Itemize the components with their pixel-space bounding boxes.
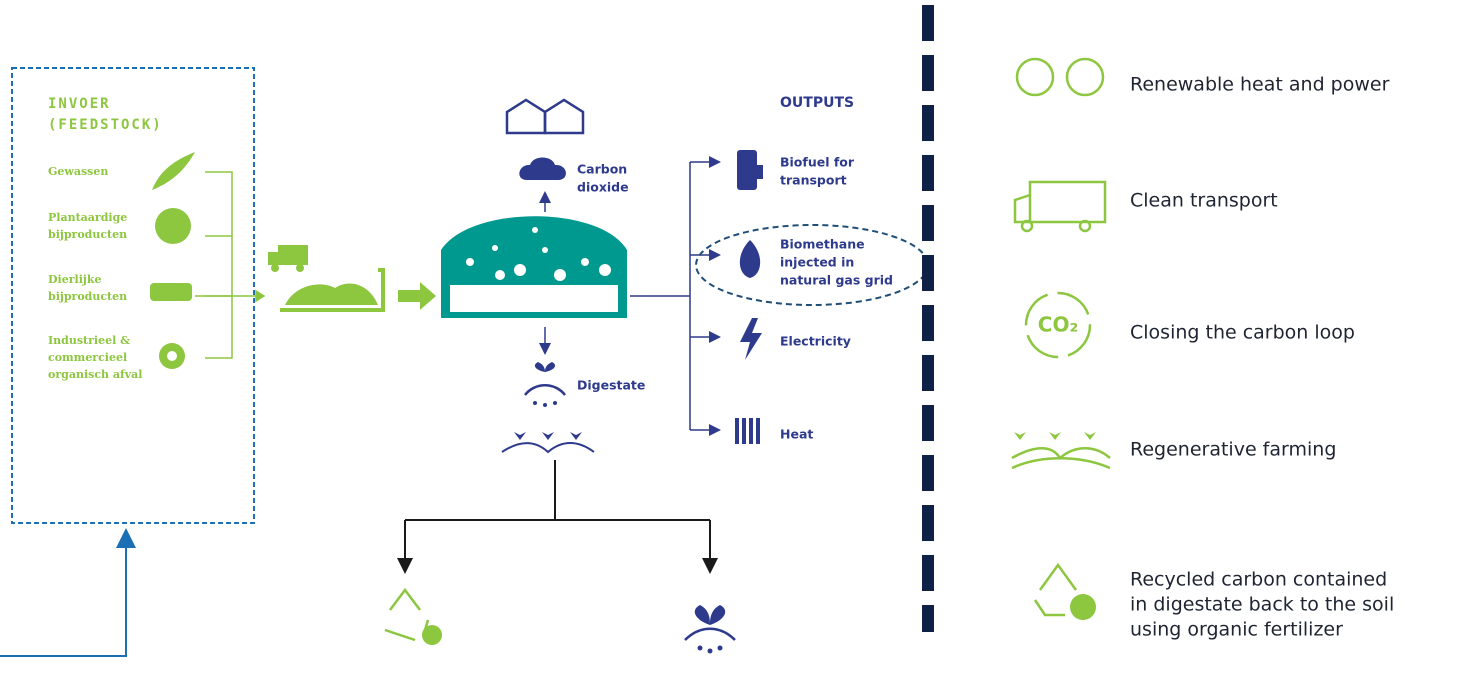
feedstock-item: Industrieel &: [48, 334, 130, 347]
feedstock-item: Gewassen: [48, 165, 108, 178]
digester: [441, 216, 627, 318]
benefit-label: Renewable heat and power: [1130, 74, 1390, 96]
benefit-icons: [1012, 59, 1110, 615]
co2-cloud: [519, 158, 566, 181]
feedstock-title: (FEEDSTOCK): [48, 117, 163, 133]
benefit-label: in digestate back to the soil: [1130, 594, 1394, 616]
feedstock-icons: [150, 152, 195, 369]
feedstock-items: Gewassen Plantaardige bijproducten Dierlijk…: [48, 165, 142, 381]
svg-text:CO₂: CO₂: [1038, 313, 1078, 337]
outputs-title: OUTPUTS: [780, 95, 854, 111]
output-item: Heat: [780, 427, 813, 442]
digestate-icon: [502, 362, 594, 452]
benefit-label: Recycled carbon contained: [1130, 569, 1387, 591]
greenhouse-icon: [507, 100, 583, 133]
feedstock-item: Dierlijke: [48, 273, 101, 286]
diagram: INVOER (FEEDSTOCK) Gewassen Plantaardige b…: [0, 0, 1458, 690]
benefits: Renewable heat and power Clean transport C…: [1130, 74, 1394, 641]
output-item: injected in: [780, 255, 854, 270]
feedstock-item: bijproducten: [48, 290, 127, 303]
co2-label: Carbon: [577, 162, 627, 177]
feedstock-item: Plantaardige: [48, 211, 127, 224]
recycle-icon: [385, 590, 442, 645]
digestate-split: [405, 460, 710, 570]
benefit-label: Closing the carbon loop: [1130, 322, 1355, 344]
truck-pile: [268, 245, 436, 310]
soil-plant-icon: [685, 605, 735, 654]
feedstock-item: commercieel: [48, 351, 127, 364]
digestate-label: Digestate: [577, 378, 645, 393]
feedstock-item: bijproducten: [48, 228, 127, 241]
output-item: Biomethane: [780, 237, 865, 252]
benefit-icons-fill: CO₂: [1014, 313, 1096, 621]
feedback-arrow: [0, 534, 126, 656]
output-item: Biofuel for: [780, 155, 855, 170]
output-item: natural gas grid: [780, 273, 893, 288]
benefit-label: Clean transport: [1130, 190, 1278, 212]
output-item: transport: [780, 173, 847, 188]
co2-label: dioxide: [577, 180, 629, 195]
benefit-label: using organic fertilizer: [1130, 619, 1343, 641]
output-item: Electricity: [780, 334, 851, 349]
benefit-label: Regenerative farming: [1130, 439, 1336, 461]
feedstock-title: INVOER: [48, 96, 111, 112]
feedstock-item: organisch afval: [48, 368, 142, 381]
